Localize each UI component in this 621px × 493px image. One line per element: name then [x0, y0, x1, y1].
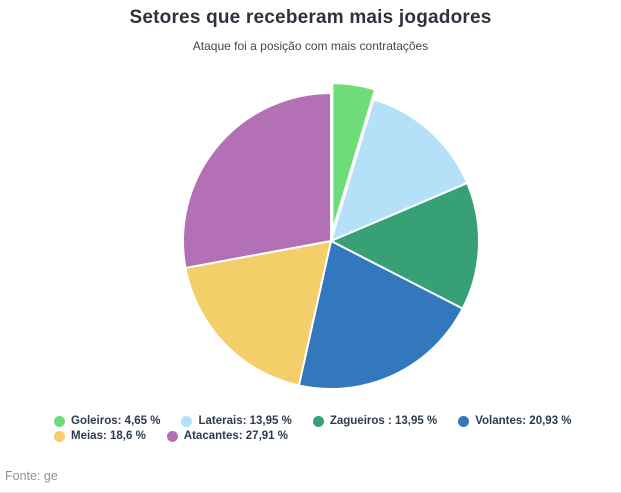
legend-item-laterais[interactable]: Laterais: 13,95 %: [181, 415, 292, 427]
legend-label-goleiros: Goleiros: 4,65 %: [71, 415, 161, 427]
legend-label-zagueiros: Zagueiros : 13,95 %: [329, 415, 438, 427]
legend-item-volantes[interactable]: Volantes: 20,93 %: [458, 415, 572, 427]
legend-row: Goleiros: 4,65 % Laterais: 13,95 % Zagueir…: [54, 415, 572, 427]
chart-subtitle: Ataque foi a posição com mais contrataçõ…: [192, 39, 429, 53]
legend-item-goleiros[interactable]: Goleiros: 4,65 %: [54, 415, 160, 427]
legend-row: Meias: 18,6 % Atacantes: 27,91 %: [54, 430, 572, 442]
legend-swatch-volantes: [458, 415, 470, 427]
chart-legend: Goleiros: 4,65 % Laterais: 13,95 % Zagueir…: [54, 415, 572, 442]
pie-slice-zagueiros[interactable]: [330, 182, 480, 310]
legend-label-meias: Meias: 18,6 %: [71, 430, 146, 442]
pie-slice-atacantes[interactable]: [182, 92, 332, 269]
legend-item-atacantes[interactable]: Atacantes: 27,91 %: [166, 430, 288, 442]
legend-swatch-atacantes: [166, 430, 178, 442]
pie-slice-laterais[interactable]: [330, 98, 469, 242]
source-credit: Fonte: ge: [5, 469, 58, 483]
pie-slice-volantes[interactable]: [297, 240, 464, 390]
legend-swatch-zagueiros: [312, 415, 324, 427]
pie-slice-meias[interactable]: [184, 240, 332, 387]
chart-title: Setores que receberam mais jogadores: [129, 7, 492, 28]
legend-swatch-goleiros: [54, 415, 65, 427]
legend-item-zagueiros[interactable]: Zagueiros : 13,95 %: [312, 415, 438, 427]
legend-label-atacantes: Atacantes: 27,91 %: [183, 430, 288, 442]
legend-item-meias[interactable]: Meias: 18,6 %: [54, 430, 146, 442]
legend-label-volantes: Volantes: 20,93 %: [475, 415, 572, 427]
legend-label-laterais: Laterais: 13,95 %: [198, 415, 292, 427]
legend-swatch-meias: [54, 430, 65, 442]
pie-slice-goleiros[interactable]: [331, 82, 377, 233]
legend-swatch-laterais: [181, 415, 193, 427]
